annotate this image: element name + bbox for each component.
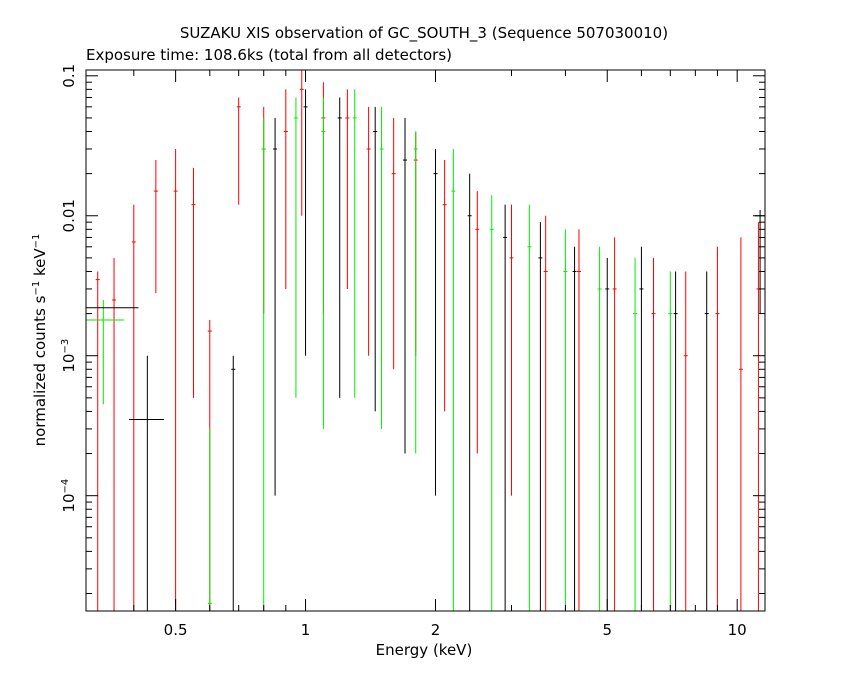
chart-subtitle: Exposure time: 108.6ks (total from all d… <box>86 46 452 64</box>
x-axis-label: Energy (keV) <box>376 641 473 659</box>
series-2 <box>86 89 765 611</box>
y-tick-label: 0.1 <box>60 64 78 88</box>
y-tick-label: 10−4 <box>60 479 78 513</box>
x-tick-label: 0.5 <box>164 621 188 639</box>
y-tick-label-base: 10 <box>60 354 78 373</box>
x-tick-label: 5 <box>602 621 612 639</box>
plot-frame <box>85 69 766 612</box>
y-tick-label-exp: −4 <box>60 479 71 494</box>
y-axis-label-sup2: −1 <box>31 234 42 249</box>
x-tick-label: 1 <box>301 621 311 639</box>
axis-ticks <box>86 70 765 611</box>
series-1 <box>86 89 673 611</box>
y-axis-label: normalized counts s−1 keV−1 <box>31 234 49 447</box>
series-0 <box>95 70 761 611</box>
y-tick-label: 10−3 <box>60 339 78 373</box>
y-tick-label-base: 0.01 <box>60 199 78 232</box>
x-tick-label: 2 <box>431 621 441 639</box>
x-tick-label: 10 <box>728 621 747 639</box>
y-tick-label-base: 0.1 <box>60 64 78 88</box>
chart-title: SUZAKU XIS observation of GC_SOUTH_3 (Se… <box>180 24 668 43</box>
y-axis-label-main: normalized counts s <box>31 295 49 446</box>
y-tick-label-base: 10 <box>60 494 78 513</box>
y-axis-label-sup1: −1 <box>31 281 42 296</box>
y-tick-label: 0.01 <box>60 199 78 232</box>
chart-marks <box>86 70 765 611</box>
y-axis-label-mid: keV <box>31 248 49 281</box>
y-tick-label-exp: −3 <box>60 339 71 354</box>
